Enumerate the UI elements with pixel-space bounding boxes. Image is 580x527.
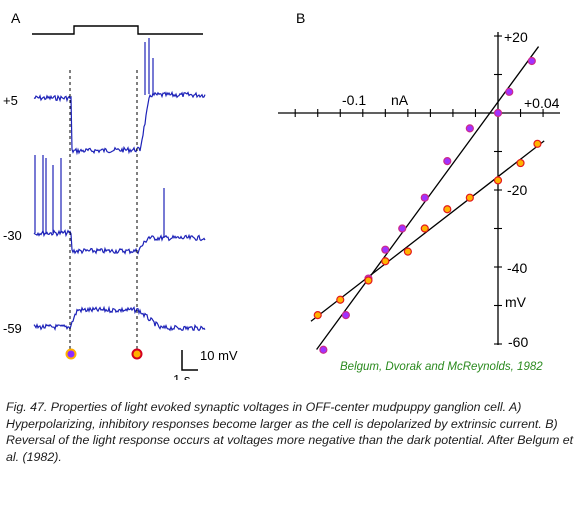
series-2-point-4 — [381, 257, 390, 266]
series-1-point-1 — [319, 345, 328, 354]
y-tick-label-minus40: -40 — [507, 260, 527, 276]
trace-minus30 — [33, 229, 206, 255]
trace-minus59 — [33, 305, 206, 332]
series-1-point-8 — [465, 124, 474, 133]
scale-voltage-label: 10 mV — [200, 348, 238, 363]
x-axis-label: nA — [391, 92, 409, 108]
scale-bar — [181, 350, 198, 371]
figure-caption: Fig. 47. Properties of light evoked syna… — [6, 400, 574, 464]
trace-label-minus59: -59 — [3, 321, 22, 336]
data-points — [313, 56, 542, 354]
series-2-point-11 — [533, 139, 542, 148]
series-2-point-6 — [420, 224, 429, 233]
series-1-point-11 — [527, 56, 536, 66]
series-1-point-5 — [398, 224, 407, 233]
series-2-point-5 — [403, 247, 412, 256]
panel-b-label: B — [296, 10, 305, 26]
x-tick-label-plus0-04: +0.04 — [524, 95, 560, 111]
light-stimulus-bar — [32, 25, 203, 35]
series-2-point-9 — [493, 176, 503, 185]
light-off-marker — [131, 348, 143, 360]
series-1-point-4 — [381, 245, 390, 254]
voltage-traces — [33, 38, 206, 332]
panel-a-label: A — [11, 10, 21, 26]
light-on-marker — [65, 348, 77, 360]
series-2-point-3 — [364, 276, 373, 285]
y-axis-label: mV — [505, 294, 527, 310]
series-1-point-10 — [505, 87, 514, 96]
figure-canvas: A +5 -30 -59 10 mV 1 s B +20 -20 -40 -60… — [3, 10, 560, 380]
x-tick-label-minus0-1: -0.1 — [342, 92, 366, 108]
series-2-point-10 — [516, 158, 525, 168]
y-tick-label-minus20: -20 — [507, 182, 527, 198]
trace-label-plus5: +5 — [3, 93, 18, 108]
series-1-point-7 — [443, 157, 452, 166]
y-tick-label-plus20: +20 — [504, 29, 528, 45]
series-2-point-7 — [443, 205, 452, 214]
iv-axes — [278, 32, 560, 345]
trace-plus5 — [33, 90, 206, 156]
scale-time-label: 1 s — [173, 372, 191, 380]
source-credit: Belgum, Dvorak and McReynolds, 1982 — [340, 361, 543, 373]
series-2-point-1 — [313, 311, 322, 320]
series-2-point-2 — [336, 295, 345, 304]
series-1-point-2 — [341, 311, 350, 320]
series-2-point-8 — [465, 193, 474, 202]
y-tick-label-minus60: -60 — [508, 334, 528, 350]
series-1-point-9 — [493, 108, 503, 118]
trace-label-minus30: -30 — [3, 228, 22, 243]
series-1-point-6 — [420, 193, 429, 202]
